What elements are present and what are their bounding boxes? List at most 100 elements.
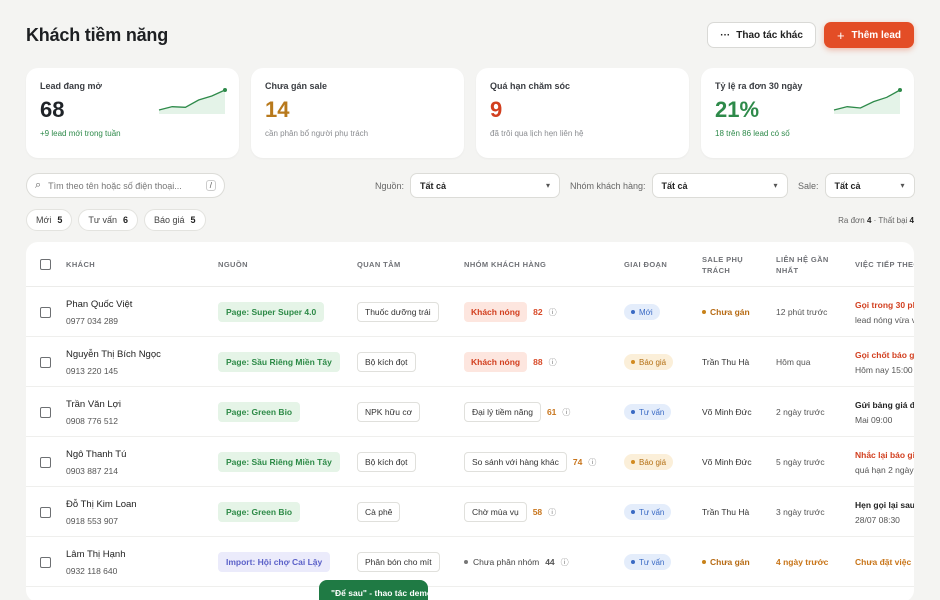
customer-name[interactable]: Trần Văn Lợi <box>66 398 121 410</box>
next-task-title[interactable]: Chưa đặt việc <box>855 556 912 567</box>
col-interest[interactable]: QUAN TÂM <box>357 260 401 269</box>
row-select-cell <box>40 387 51 437</box>
col-stage[interactable]: GIAI ĐOẠN <box>624 260 668 269</box>
stage-chips: Mới 5 Tư vấn 6 Báo giá 5 <box>26 209 206 231</box>
add-lead-label: Thêm lead <box>851 29 901 41</box>
stat-sub: 18 trên 86 lead có số <box>715 129 790 138</box>
table-row[interactable]: Nguyễn Thị Bích Ngọc 0913 220 145 Page: Sầ… <box>26 337 914 387</box>
chip-consult[interactable]: Tư vấn 6 <box>78 209 138 231</box>
sale-filter: Sale: Tất cả ▾ <box>798 173 915 198</box>
info-icon[interactable]: ⓘ <box>562 407 571 417</box>
table-row[interactable]: Đỗ Thị Kim Loan 0918 553 907 Page: Green B… <box>26 487 914 537</box>
col-sale[interactable]: SALE PHỤ TRÁCH <box>702 254 744 275</box>
row-checkbox[interactable] <box>40 556 51 568</box>
row-checkbox[interactable] <box>40 456 51 468</box>
won-label: Ra đơn <box>838 216 865 225</box>
lost-count: 4 <box>909 216 914 225</box>
next-task-title[interactable]: Gọi trong 30 phút <box>855 299 914 310</box>
group-select-value: Tất cả <box>661 180 688 191</box>
group-filter: Nhóm khách hàng: Tất cả ▾ <box>570 173 788 198</box>
info-icon[interactable]: ⓘ <box>588 457 597 467</box>
source-filter: Nguồn: Tất cả ▾ <box>375 173 561 198</box>
sale-owner: Chưa gán <box>702 557 750 567</box>
interest-cell: Cà phê <box>357 487 401 537</box>
info-icon[interactable]: ⓘ <box>548 357 557 367</box>
chevron-down-icon: ▾ <box>900 181 905 190</box>
col-source[interactable]: NGUỒN <box>218 260 248 269</box>
sale-select[interactable]: Tất cả ▾ <box>824 173 915 198</box>
row-checkbox[interactable] <box>40 506 51 518</box>
col-next[interactable]: VIỆC TIẾP THEO <box>855 260 914 269</box>
sale-select-value: Tất cả <box>834 180 861 191</box>
table-row[interactable]: Ngô Thanh Tú 0903 887 214 Page: Sầu Riêng … <box>26 437 914 487</box>
more-actions-button[interactable]: ··· Thao tác khác <box>707 22 816 48</box>
sale-owner: Võ Minh Đức <box>702 407 752 417</box>
group-tag: So sánh với hàng khác <box>464 452 567 472</box>
outcome-summary: Ra đơn 4 · Thất bại 4 <box>838 216 914 225</box>
customer-phone: 0932 118 640 <box>66 565 118 576</box>
row-select-cell <box>40 487 51 537</box>
table-row[interactable]: Lâm Thị Hạnh 0932 118 640 Import: Hội chợ … <box>26 537 914 587</box>
customer-name[interactable]: Lâm Thị Hạnh <box>66 548 126 560</box>
row-select-cell <box>40 287 51 337</box>
search-input[interactable] <box>48 180 187 191</box>
col-contact[interactable]: LIÊN HỆ GẦN NHẤT <box>776 254 829 275</box>
stat-sub: cần phân bổ người phụ trách <box>265 129 369 138</box>
next-task-title[interactable]: Gửi bảng giá đại lý <box>855 399 914 410</box>
contact-cell: 3 ngày trước <box>776 487 825 537</box>
interest-tag: Bộ kích đọt <box>357 452 416 472</box>
chip-label: Báo giá <box>153 215 185 225</box>
interest-cell: Bộ kích đọt <box>357 337 416 387</box>
chip-quote[interactable]: Báo giá 5 <box>143 209 206 231</box>
col-group[interactable]: NHÓM KHÁCH HÀNG <box>464 260 547 269</box>
info-icon[interactable]: ⓘ <box>548 507 557 517</box>
stage-cell: Báo giá <box>624 437 674 487</box>
sale-filter-label: Sale: <box>798 180 819 191</box>
chip-new[interactable]: Mới 5 <box>26 209 73 231</box>
chip-count: 6 <box>122 215 128 225</box>
select-all-checkbox[interactable] <box>40 259 51 270</box>
source-select[interactable]: Tất cả ▾ <box>410 173 561 198</box>
info-icon[interactable]: ⓘ <box>548 307 557 317</box>
add-lead-button[interactable]: + Thêm lead <box>823 22 914 48</box>
next-task-title[interactable]: Hẹn gọi lại sau <box>855 499 914 510</box>
customer-phone: 0913 220 145 <box>66 365 118 376</box>
customer-name[interactable]: Phan Quốc Việt <box>66 298 133 310</box>
col-customer[interactable]: KHÁCH <box>66 260 96 269</box>
last-contact: 3 ngày trước <box>776 507 825 517</box>
search-box[interactable]: ⌕ / <box>26 173 225 198</box>
group-cell: Chưa phân nhóm 44 ⓘ <box>464 537 569 587</box>
table-row[interactable]: Trần Văn Lợi 0908 776 512 Page: Green Bio N… <box>26 387 914 437</box>
customer-name[interactable]: Ngô Thanh Tú <box>66 448 127 460</box>
customer-name[interactable]: Đỗ Thị Kim Loan <box>66 498 137 510</box>
next-task-title[interactable]: Nhắc lại báo giá <box>855 449 914 460</box>
interest-tag: Cà phê <box>357 502 401 522</box>
stage-badge: Mới <box>624 304 660 320</box>
sparkline-point <box>223 88 227 92</box>
stage-badge: Báo giá <box>624 354 674 370</box>
group-select[interactable]: Tất cả ▾ <box>651 173 788 198</box>
row-checkbox[interactable] <box>40 356 51 368</box>
next-task-sub: 28/07 08:30 <box>855 514 900 525</box>
won-count: 4 <box>866 216 872 225</box>
next-task-sub: lead nóng vừa vào <box>855 314 914 325</box>
stat-value: 9 <box>490 97 503 122</box>
table-row[interactable]: Phan Quốc Việt 0977 034 289 Page: Super Su… <box>26 287 914 337</box>
filter-bar: ⌕ / Nguồn: Tất cả ▾ Nhóm khách hàng: Tất… <box>26 173 915 198</box>
stat-label: Lead đang mở <box>40 81 102 91</box>
next-task-title[interactable]: Gọi chốt báo giá <box>855 349 914 360</box>
info-icon[interactable]: ⓘ <box>560 557 569 567</box>
group-cell: Chờ mùa vụ 58 ⓘ <box>464 487 556 537</box>
stat-card-overdue: Quá hạn chăm sóc 9 đã trôi qua lịch hẹn … <box>476 68 689 158</box>
stat-card-unassigned: Chưa gán sale 14 cần phân bổ người phụ t… <box>251 68 464 158</box>
row-checkbox[interactable] <box>40 406 51 418</box>
contact-cell: 2 ngày trước <box>776 387 825 437</box>
select-all-cell <box>40 242 51 287</box>
customer-phone: 0908 776 512 <box>66 415 118 426</box>
sparkline-area <box>834 90 900 114</box>
stat-value: 14 <box>265 97 290 122</box>
row-select-cell <box>40 337 51 387</box>
row-checkbox[interactable] <box>40 306 51 318</box>
customer-name[interactable]: Nguyễn Thị Bích Ngọc <box>66 348 161 360</box>
group-tag: Chờ mùa vụ <box>464 502 527 522</box>
